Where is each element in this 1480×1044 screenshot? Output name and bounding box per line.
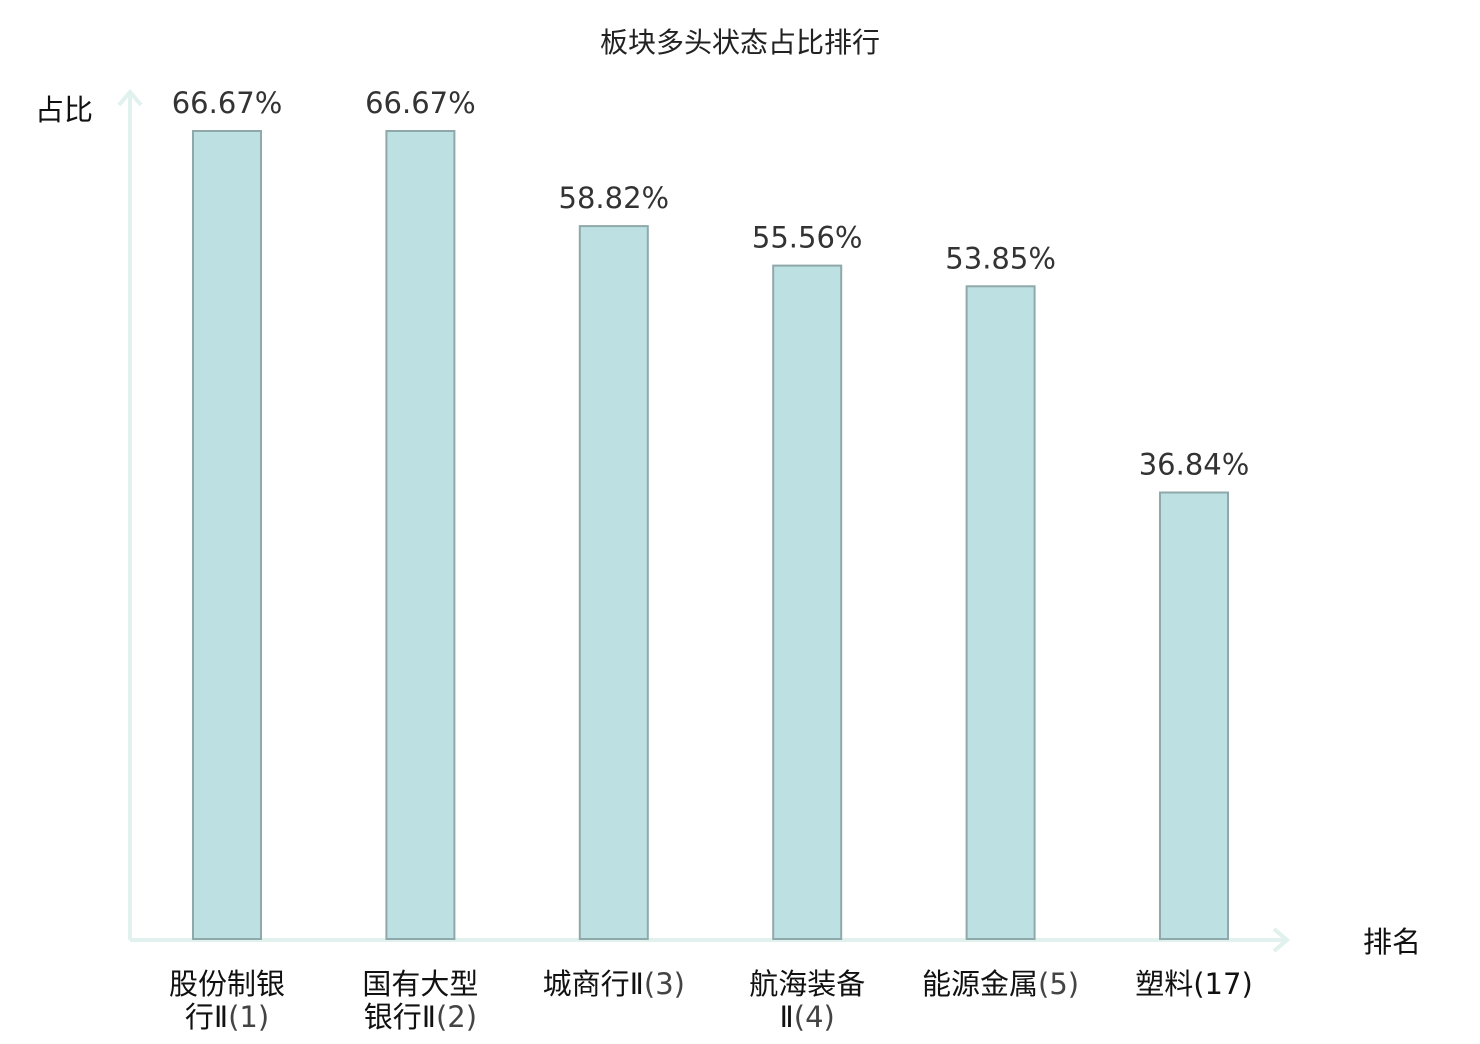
category-rank: (3) xyxy=(644,967,685,1001)
value-label-6: 36.84% xyxy=(1139,448,1250,482)
chart-title: 板块多头状态占比排行 xyxy=(600,26,880,59)
bars-group xyxy=(192,130,1229,941)
category-name-line: 股份制银 xyxy=(169,967,285,1001)
value-label-3: 58.82% xyxy=(559,181,670,215)
value-label-1: 66.67% xyxy=(172,86,283,120)
bar-2 xyxy=(385,130,456,940)
category-label-3: 城商行Ⅱ(3) xyxy=(543,967,685,1001)
category-name-line: 塑料(17) xyxy=(1135,967,1253,1001)
category-rank: (2) xyxy=(436,1000,477,1034)
category-label-6: 塑料(17) xyxy=(1135,967,1253,1001)
value-label-2: 66.67% xyxy=(365,86,476,120)
category-name-line: 航海装备 xyxy=(749,967,865,1001)
category-name-line: 行Ⅱ(1) xyxy=(185,1000,269,1034)
value-labels-group: 66.67% 66.67% 58.82% 55.56% 53.85% 36.84% xyxy=(172,86,1250,482)
bar-5 xyxy=(965,285,1036,940)
y-axis-label: 占比 xyxy=(35,93,93,127)
category-name-line: 能源金属(5) xyxy=(922,967,1079,1001)
category-rank: (17) xyxy=(1193,967,1253,1001)
x-axis-label: 排名 xyxy=(1363,925,1421,959)
x-axis-arrow xyxy=(1272,927,1291,953)
category-name-line: 城商行Ⅱ(3) xyxy=(543,967,685,1001)
bar-1 xyxy=(192,130,262,940)
category-labels-group: 股份制银行Ⅱ(1) 国有大型银行Ⅱ(2) 城商行Ⅱ(3) 航海装备 Ⅱ(4) 能源金属(5… xyxy=(169,967,1253,1034)
category-label-1: 股份制银行Ⅱ(1) xyxy=(169,967,285,1034)
bar-3 xyxy=(578,225,649,941)
category-label-2: 国有大型银行Ⅱ(2) xyxy=(362,967,478,1034)
category-label-5: 能源金属(5) xyxy=(922,967,1079,1001)
category-name-line: 国有大型 xyxy=(362,967,478,1001)
category-name-line: Ⅱ(4) xyxy=(780,1000,835,1034)
bar-6 xyxy=(1159,491,1229,940)
bar-4 xyxy=(772,264,843,941)
category-label-4: 航海装备 Ⅱ(4) xyxy=(749,967,865,1034)
category-rank: (1) xyxy=(228,1000,269,1034)
category-rank: (4) xyxy=(794,1000,835,1034)
axes xyxy=(117,88,1291,953)
category-rank: (5) xyxy=(1038,967,1079,1001)
y-axis-arrow xyxy=(117,88,143,107)
value-label-4: 55.56% xyxy=(752,221,863,255)
value-label-5: 53.85% xyxy=(945,241,1056,275)
category-name-line: 银行Ⅱ(2) xyxy=(364,1000,477,1034)
